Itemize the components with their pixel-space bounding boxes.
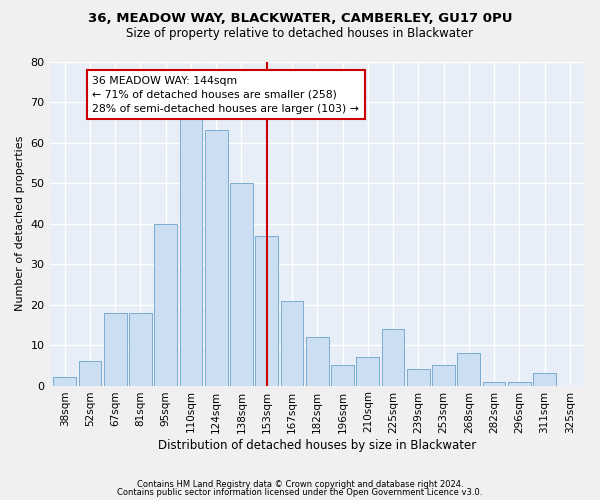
Bar	[154, 224, 177, 386]
Bar	[457, 353, 480, 386]
Bar	[382, 329, 404, 386]
Bar	[179, 118, 202, 386]
Text: 36 MEADOW WAY: 144sqm
← 71% of detached houses are smaller (258)
28% of semi-det: 36 MEADOW WAY: 144sqm ← 71% of detached …	[92, 76, 359, 114]
Y-axis label: Number of detached properties: Number of detached properties	[15, 136, 25, 311]
Bar	[53, 378, 76, 386]
X-axis label: Distribution of detached houses by size in Blackwater: Distribution of detached houses by size …	[158, 440, 476, 452]
Text: Contains HM Land Registry data © Crown copyright and database right 2024.: Contains HM Land Registry data © Crown c…	[137, 480, 463, 489]
Bar	[104, 312, 127, 386]
Bar	[483, 382, 505, 386]
Bar	[205, 130, 227, 386]
Bar	[432, 366, 455, 386]
Text: Contains public sector information licensed under the Open Government Licence v3: Contains public sector information licen…	[118, 488, 482, 497]
Bar	[306, 337, 329, 386]
Bar	[129, 312, 152, 386]
Bar	[356, 357, 379, 386]
Bar	[281, 300, 304, 386]
Text: 36, MEADOW WAY, BLACKWATER, CAMBERLEY, GU17 0PU: 36, MEADOW WAY, BLACKWATER, CAMBERLEY, G…	[88, 12, 512, 26]
Bar	[407, 370, 430, 386]
Bar	[508, 382, 530, 386]
Text: Size of property relative to detached houses in Blackwater: Size of property relative to detached ho…	[127, 26, 473, 40]
Bar	[533, 374, 556, 386]
Bar	[79, 362, 101, 386]
Bar	[331, 366, 354, 386]
Bar	[230, 183, 253, 386]
Bar	[256, 236, 278, 386]
